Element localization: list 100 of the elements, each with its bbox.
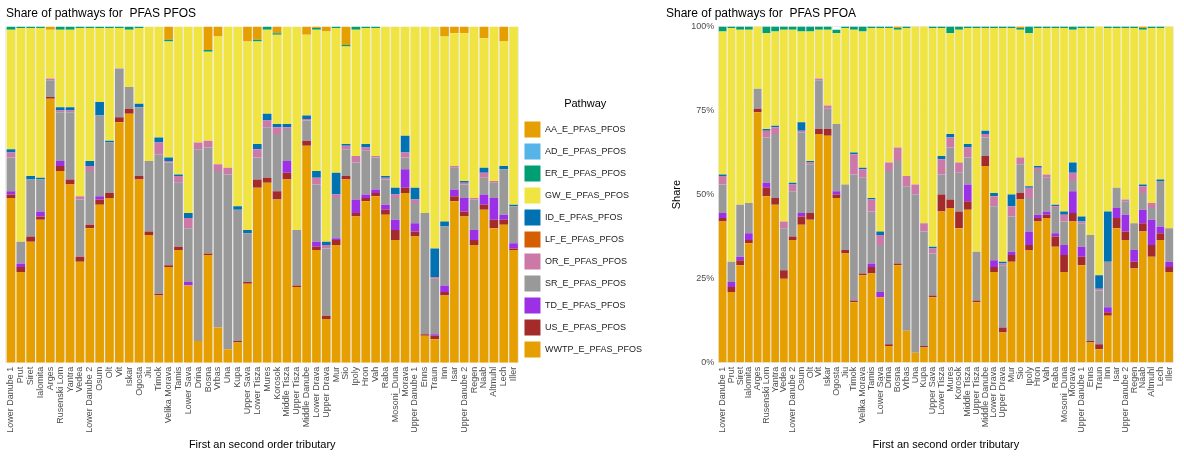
x-tick-label: Upper Danube 1 [1076,366,1087,433]
x-tick-label: Upper Tisza [970,366,981,415]
x-tick-label: Iskar [822,366,833,387]
x-tick-label: Vedea [74,366,85,393]
x-tick-label: Sio [1014,366,1025,380]
x-tick-label: Mosoni_Duna [389,366,400,423]
x-tick-label: Arges [752,366,763,391]
x-tick-label: Enns [1084,366,1095,388]
x-tick-label: Prut [15,366,26,384]
x-tick-label: Morava [399,366,410,397]
x-tick-label: Lech [498,366,509,387]
x-tick-label: Kupa [232,366,243,388]
x-tick-label: Arges [44,366,55,391]
x-tick-label: Ipoly [1023,366,1034,386]
legend-label: SR_E_PFAS_PFOS [544,278,627,289]
legend-label: US_E_PFAS_PFOS [544,322,627,333]
x-tick-label: Mosoni_Duna [1058,366,1069,423]
x-tick-label: Middle Tisza [962,366,973,417]
x-tick-label: Drina [883,366,894,389]
x-tick-label: Ialomita [34,366,45,399]
legend-label: TD_E_PFAS_PFOS [544,300,626,311]
x-tick-label: Upper Danube 2 [458,366,469,433]
x-tick-label: Mures [261,366,272,392]
x-tick-label: Vit [813,366,824,378]
x-tick-label: Olt [103,366,114,379]
x-tick-label: Vah [1041,366,1052,383]
x-tick-label: Tamis [172,366,183,391]
x-tick-label: Lower Drava [988,366,999,418]
x-tick-label: Middle Danube [301,366,312,428]
x-tick-label: Naab [1137,366,1148,389]
x-tick-label: Bosna [892,366,903,393]
x-tick-label: Kupa [918,366,929,388]
x-tick-label: Jiu [143,366,154,379]
x-tick-label: Una [222,366,233,384]
legend-label: ID_E_PFAS_PFOS [544,212,623,223]
x-tick-label: Ogosta [133,366,144,396]
x-tick-label: Raba [1049,366,1060,389]
x-tick-label: Iskar [123,366,134,387]
x-tick-label: Lower Danube 1 [717,366,728,433]
x-tick-label: Ipoly [350,366,361,386]
x-tick-label: Mur [330,366,341,383]
x-tick-label: Middle Tisza [281,366,292,417]
x-tick-label: Siret [734,366,745,386]
x-tick-label: Yantra [64,366,75,393]
x-tick-label: Olt [804,366,815,379]
x-axis-title: First an second order tributary [188,438,337,451]
x-tick-label: Ialomita [743,366,754,399]
chart-title: Share of pathways for PFAS PFOA [666,5,857,20]
x-tick-label: Isar [448,366,459,382]
x-tick-label: Regen [468,366,479,394]
x-tick-label: Vah [370,366,381,383]
y-tick-label: 25% [696,273,715,284]
y-tick-label: 0% [701,357,715,368]
y-tick-label: 75% [696,104,715,115]
x-tick-label: Upper Drava [320,366,331,418]
x-tick-label: Mures [944,366,955,392]
x-tick-label: Bosna [202,366,213,393]
x-tick-label: Velika Morava [163,366,174,424]
x-tick-label: Vit [113,366,124,378]
legend-label: AD_E_PFAS_PFOS [544,146,627,157]
x-tick-label: Upper Drava [997,366,1008,418]
x-tick-label: Ogosta [830,366,841,396]
x-tick-label: Timok [848,366,859,391]
legend-title: Pathway [564,96,607,109]
x-tick-label: Inn [439,366,450,380]
x-tick-label: Jiu [839,366,850,379]
x-tick-label: Una [909,366,920,384]
x-tick-label: Iller [508,366,519,382]
x-tick-label: Altmuhl [488,366,499,397]
x-tick-label: Lower Sava [182,366,193,415]
x-tick-label: Osum [94,366,105,391]
x-tick-label: Yantra [769,366,780,393]
x-tick-label: Traun [1093,366,1104,390]
x-tick-label: Lower Drava [310,366,321,418]
x-tick-label: Upper Sava [241,366,252,415]
legend-label: AA_E_PFAS_PFOS [544,124,626,135]
x-tick-label: Velika Morava [857,366,868,424]
y-axis-title: Share [669,179,682,210]
x-tick-label: Drina [192,366,203,389]
x-axis-title: First an second order tributary [872,438,1020,451]
y-tick-label: 50% [696,189,715,200]
x-tick-label: Morava [1067,366,1078,397]
x-tick-label: Lower Danube 2 [787,366,798,433]
x-tick-label: Vrbas [212,366,223,390]
y-tick-label: 100% [691,20,715,31]
x-tick-label: Altmuhl [1146,366,1157,397]
x-tick-label: Vedea [778,366,789,393]
legend-label: LF_E_PFAS_PFOS [544,234,625,245]
x-tick-label: Timok [153,366,164,391]
x-tick-label: Korosok [271,366,282,400]
x-tick-label: Raba [379,366,390,389]
legend-label: ER_E_PFAS_PFOS [544,168,627,179]
x-tick-label: Lower Danube 1 [5,366,16,433]
x-tick-label: Mur [1006,366,1017,383]
x-tick-label: Tamis [865,366,876,391]
x-tick-label: Regen [1128,366,1139,394]
x-tick-label: Korosok [953,366,964,400]
x-tick-label: Siret [25,366,36,386]
x-tick-label: Upper Tisza [291,366,302,415]
x-tick-label: Vrbas [900,366,911,390]
